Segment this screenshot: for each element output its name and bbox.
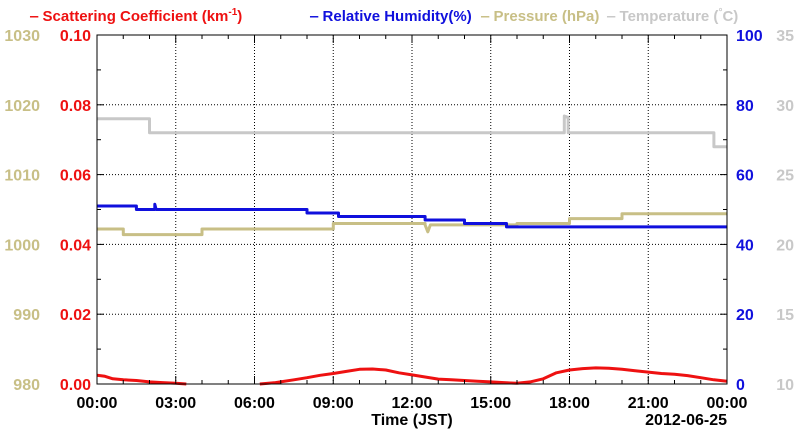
legend-scattering-sup: -1 (228, 7, 237, 18)
x-tick-label: 15:00 (470, 395, 511, 412)
legend-humidity-text: ‒ Relative Humidity(%) (309, 8, 472, 25)
legend-entry-temperature: ‒ Temperature (°C) (606, 7, 738, 25)
y-tick-label-humidity: 80 (736, 98, 754, 115)
y-tick-label-scattering: 0.04 (60, 237, 91, 254)
y-tick-label-scattering: 0.10 (60, 28, 91, 45)
y-tick-label-pressure: 990 (13, 307, 40, 324)
y-tick-label-pressure: 1030 (4, 28, 40, 45)
y-tick-label-humidity: 100 (736, 28, 763, 45)
y-axes: 0.000.020.040.060.080.109809901000101010… (4, 28, 794, 394)
x-tick-label: 18:00 (549, 395, 590, 412)
y-tick-label-pressure: 1010 (4, 168, 40, 185)
x-tick-label: 06:00 (234, 395, 275, 412)
legend-temperature-text: ‒ Temperature (°C) (606, 7, 738, 25)
legend-entry-humidity: ‒ Relative Humidity(%) (309, 8, 472, 25)
y-tick-label-temperature: 30 (776, 98, 794, 115)
legend: ‒ Scattering Coefficient (km-1) ‒ Relati… (29, 7, 738, 25)
x-axis-label: Time (JST) (371, 412, 453, 429)
legend-temperature-label: Temperature ( (620, 8, 719, 25)
y-tick-label-humidity: 60 (736, 168, 754, 185)
series-line-scattering (96, 373, 187, 386)
series-line-pressure (97, 212, 727, 237)
series-line-temperature (97, 114, 727, 149)
legend-humidity-label: Relative Humidity(%) (323, 8, 472, 25)
y-tick-label-humidity: 20 (736, 307, 754, 324)
x-tick-label: 21:00 (628, 395, 669, 412)
series-line-scattering (259, 366, 728, 386)
y-tick-label-temperature: 15 (776, 307, 794, 324)
y-tick-label-pressure: 1000 (4, 237, 40, 254)
x-tick-label: 00:00 (77, 395, 118, 412)
legend-scattering-dash: ‒ (29, 8, 43, 25)
x-tick-label: 09:00 (313, 395, 354, 412)
y-tick-label-pressure: 1020 (4, 98, 40, 115)
y-tick-label-humidity: 40 (736, 237, 754, 254)
legend-pressure-dash: ‒ (480, 8, 494, 25)
legend-temperature-sup: ° (718, 7, 722, 18)
legend-humidity-dash: ‒ (309, 8, 323, 25)
x-tick-label: 03:00 (155, 395, 196, 412)
legend-scattering-text: ‒ Scattering Coefficient (km-1) (29, 7, 242, 25)
x-tick-label: 12:00 (392, 395, 433, 412)
y-tick-label-scattering: 0.02 (60, 307, 91, 324)
legend-entry-pressure: ‒ Pressure (hPa) (480, 8, 599, 25)
series-line-humidity (97, 202, 727, 229)
legend-entry-scattering: ‒ Scattering Coefficient (km-1) (29, 7, 242, 25)
y-tick-label-scattering: 0.00 (60, 377, 91, 394)
legend-scattering-label: Scattering Coefficient (km (43, 8, 229, 25)
y-tick-label-temperature: 20 (776, 237, 794, 254)
legend-pressure-text: ‒ Pressure (hPa) (480, 8, 599, 25)
y-tick-label-scattering: 0.06 (60, 168, 91, 185)
x-axis: 00:00 03:00 06:00 09:00 12:00 15:00 18:00 21:00… (77, 35, 748, 412)
legend-temperature-dash: ‒ (606, 8, 620, 25)
y-tick-label-temperature: 35 (776, 28, 794, 45)
legend-temperature-after: C) (722, 8, 738, 25)
legend-scattering-after: ) (237, 8, 242, 25)
series-layer (96, 114, 728, 386)
x-tick-label: 00:00 (707, 395, 748, 412)
y-tick-label-humidity: 0 (736, 377, 745, 394)
y-tick-label-temperature: 10 (776, 377, 794, 394)
y-tick-label-pressure: 980 (13, 377, 40, 394)
legend-pressure-label: Pressure (hPa) (494, 8, 600, 25)
date-label: 2012-06-25 (645, 412, 727, 429)
y-tick-label-scattering: 0.08 (60, 98, 91, 115)
y-tick-label-temperature: 25 (776, 168, 794, 185)
